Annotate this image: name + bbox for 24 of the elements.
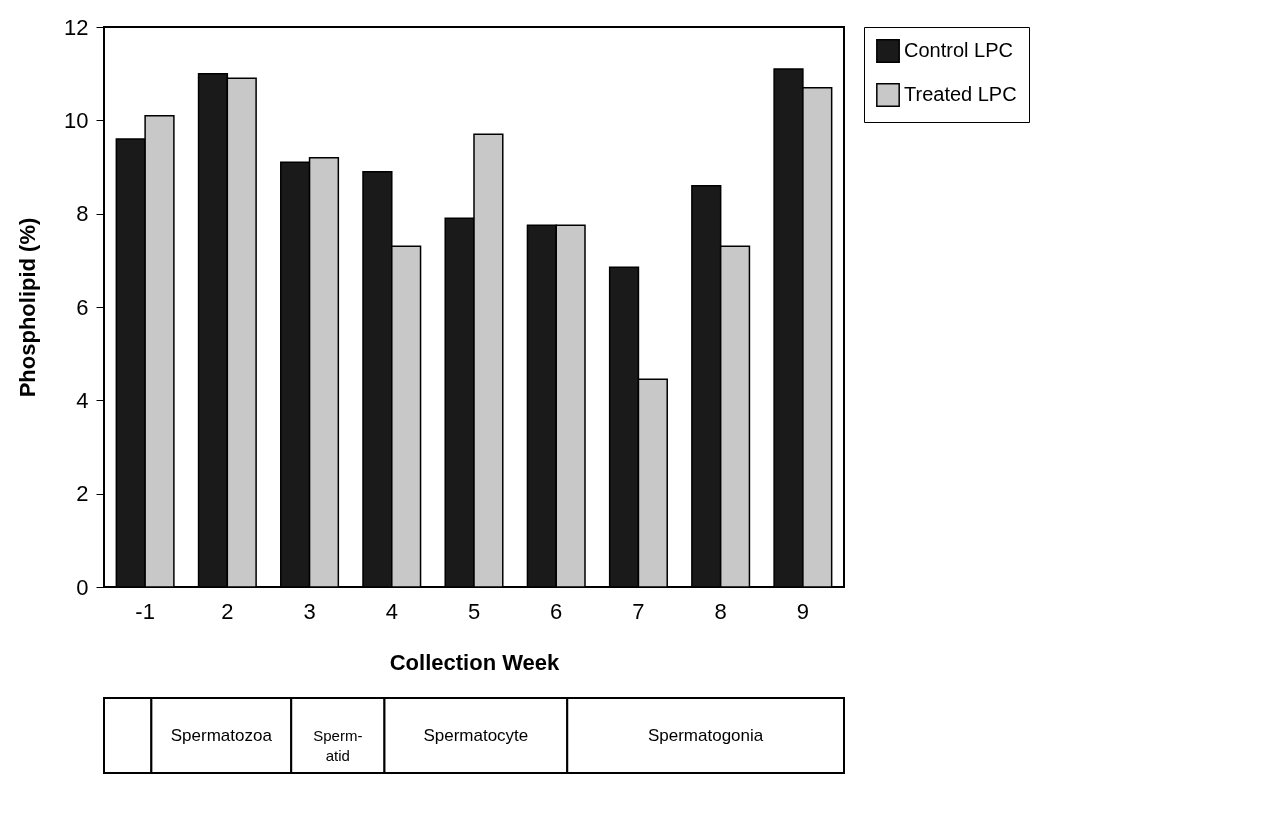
x-tick-label: 2: [221, 598, 234, 624]
y-tick-label: 4: [76, 387, 89, 413]
y-tick-label: 8: [76, 201, 89, 227]
y-tick-label: 12: [64, 14, 89, 40]
y-tick-label: 0: [76, 574, 89, 600]
x-tick-label: 6: [550, 598, 563, 624]
y-tick-label: 10: [64, 107, 89, 133]
x-tick-label: 4: [385, 598, 398, 624]
x-tick-label: 7: [632, 598, 645, 624]
x-tick-label: 3: [303, 598, 316, 624]
y-tick-label: 2: [76, 481, 89, 507]
text: Sperm- atid: [313, 726, 363, 764]
legend-label: Control LPC: [904, 39, 1013, 61]
x-axis-title: Collection Week: [389, 649, 561, 675]
y-tick-label: 6: [76, 294, 89, 320]
x-tick-label: -1: [135, 598, 155, 624]
x-tick-label: 9: [796, 598, 810, 624]
text: Spermatogonia: [647, 725, 764, 745]
text: Spermatocyte: [423, 725, 529, 745]
legend-label: Treated LPC: [904, 83, 1017, 105]
x-tick-label: 5: [467, 598, 481, 624]
y-axis-title: Phospholipid (%): [15, 217, 41, 398]
text: Spermatozoa: [170, 725, 273, 745]
x-tick-label: 8: [714, 598, 727, 624]
